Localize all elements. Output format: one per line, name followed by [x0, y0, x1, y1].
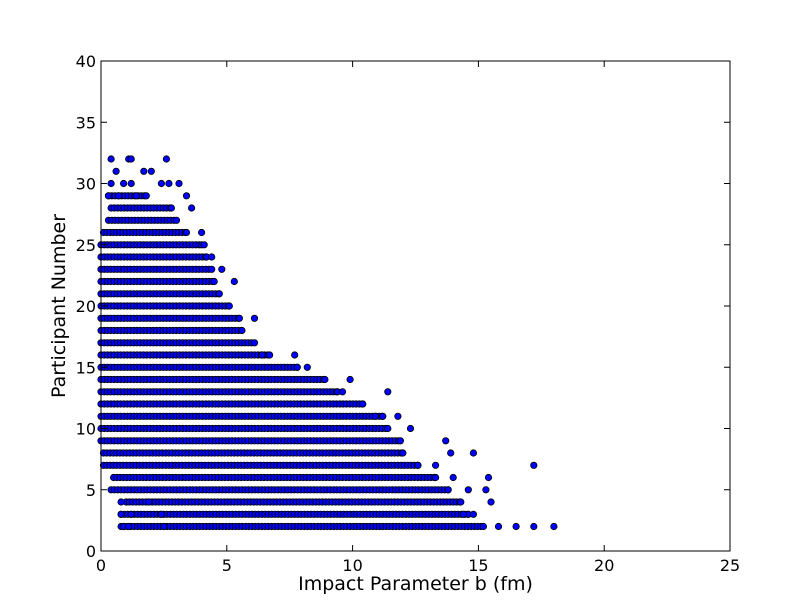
data-point	[125, 522, 133, 531]
x-tick-label: 15	[468, 556, 488, 575]
data-point	[238, 326, 246, 335]
y-tick-label: 10	[76, 420, 96, 439]
data-point	[182, 228, 191, 237]
data-point	[162, 155, 170, 163]
data-point	[250, 314, 259, 322]
y-axis-label: Participant Number	[48, 214, 70, 398]
data-point	[117, 498, 125, 506]
data-point	[464, 486, 472, 494]
y-tick-label: 20	[76, 297, 96, 316]
data-point	[291, 351, 299, 359]
y-tick-label: 30	[76, 175, 96, 194]
data-point	[479, 522, 487, 531]
x-tick-label: 5	[222, 556, 232, 575]
ticks-layer: 0 5 10 15 20 25 0 5 10 15 20 25 30 35 40	[76, 52, 741, 575]
data-point	[160, 522, 168, 531]
data-point	[530, 461, 538, 469]
data-point	[107, 155, 115, 163]
data-point	[406, 424, 415, 433]
data-point	[530, 522, 538, 531]
data-point	[346, 375, 354, 384]
data-point	[188, 204, 196, 212]
data-point	[431, 473, 440, 482]
data-point	[107, 179, 115, 188]
data-point	[265, 351, 274, 359]
x-tick-label: 10	[342, 556, 362, 575]
data-point	[215, 290, 223, 298]
x-tick-label: 0	[96, 556, 106, 575]
data-point	[414, 461, 422, 469]
data-point	[371, 412, 379, 420]
data-point	[127, 155, 135, 163]
data-point	[182, 192, 191, 200]
data-point	[303, 363, 311, 371]
data-point	[431, 461, 440, 469]
data-point	[142, 192, 150, 200]
data-point	[487, 498, 495, 506]
data-point	[210, 277, 218, 286]
data-point	[293, 363, 301, 371]
data-point	[250, 339, 259, 347]
points-layer	[97, 155, 558, 531]
data-point	[447, 449, 455, 457]
data-point	[459, 510, 467, 518]
data-point	[442, 437, 450, 445]
data-point	[200, 241, 208, 249]
y-tick-label: 15	[76, 358, 96, 377]
data-point	[127, 510, 135, 518]
data-point	[482, 486, 490, 494]
data-point	[449, 473, 457, 482]
y-tick-label: 35	[76, 113, 96, 132]
y-tick-label: 40	[76, 52, 96, 71]
data-point	[396, 437, 404, 445]
y-tick-label: 25	[76, 236, 96, 255]
data-point	[394, 412, 402, 420]
data-point	[127, 179, 135, 188]
data-point	[165, 179, 173, 188]
data-point	[469, 510, 477, 518]
data-point	[132, 192, 140, 200]
data-point	[338, 388, 347, 396]
data-point	[384, 424, 392, 433]
data-point	[384, 388, 392, 396]
data-point	[399, 449, 407, 457]
data-point	[157, 179, 165, 188]
data-point	[145, 498, 153, 506]
y-tick-label: 0	[86, 542, 96, 561]
data-point	[230, 277, 238, 286]
data-point	[494, 522, 503, 531]
x-tick-label: 25	[720, 556, 740, 575]
data-point	[104, 192, 113, 200]
data-point	[208, 265, 216, 273]
data-point	[117, 510, 125, 518]
data-point	[218, 265, 226, 273]
data-point	[258, 351, 266, 359]
data-point	[157, 510, 165, 518]
x-axis-label: Impact Parameter b (fm)	[298, 573, 533, 595]
data-point	[469, 449, 477, 457]
data-point	[172, 216, 181, 224]
data-point	[120, 179, 128, 188]
y-tick-label: 5	[86, 481, 96, 500]
data-point	[550, 522, 558, 531]
data-point	[321, 375, 329, 384]
data-point	[208, 253, 216, 261]
data-point	[175, 179, 183, 188]
data-point	[359, 400, 367, 408]
data-point	[457, 498, 465, 506]
data-point	[512, 522, 520, 531]
data-point	[444, 486, 452, 494]
data-point	[147, 167, 155, 175]
data-point	[112, 167, 120, 175]
data-point	[379, 412, 387, 420]
data-point	[167, 204, 175, 212]
x-tick-label: 20	[594, 556, 614, 575]
data-point	[225, 302, 233, 310]
data-point	[484, 473, 493, 482]
data-point	[198, 228, 206, 237]
data-point	[140, 167, 148, 175]
data-point	[235, 314, 243, 322]
data-point	[115, 192, 123, 200]
